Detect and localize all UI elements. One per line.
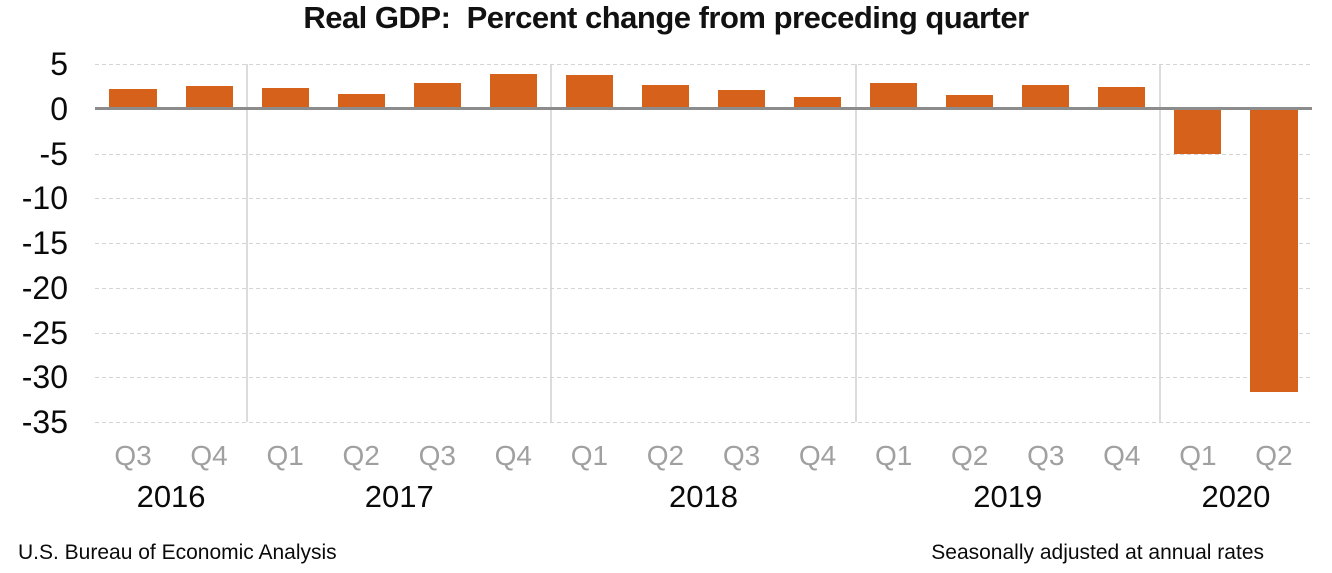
- quarter-tick-label-1: Q4: [190, 440, 228, 471]
- gridline--15: [95, 243, 1312, 244]
- quarter-tick-label-3: Q2: [342, 440, 380, 471]
- bar-7: [641, 84, 690, 109]
- y-tick-label-0: 0: [50, 90, 68, 127]
- zero-axis-line: [95, 107, 1312, 111]
- bar-0: [109, 89, 157, 109]
- bar-10: [870, 82, 918, 109]
- year-label-2020: 2020: [1201, 479, 1271, 514]
- y-tick-label-5: 5: [50, 46, 68, 82]
- note-label: Seasonally adjusted at annual rates: [931, 541, 1264, 564]
- quarter-tick-label-4: Q3: [418, 440, 456, 471]
- bar-2: [261, 88, 309, 109]
- bar-14: [1174, 108, 1222, 154]
- y-tick-label--25: -25: [21, 314, 68, 351]
- bar-1: [185, 86, 233, 109]
- quarter-tick-label-12: Q3: [1027, 440, 1065, 471]
- y-axis: 5 0 -5 -10 -15 -20 -25 -30 -35: [0, 46, 68, 440]
- y-tick-label--15: -15: [21, 225, 68, 261]
- year-label-2019: 2019: [973, 479, 1043, 514]
- quarter-tick-label-14: Q1: [1179, 440, 1217, 471]
- y-tick-label--30: -30: [21, 359, 68, 396]
- bar-12: [1022, 85, 1070, 109]
- quarter-tick-label-0: Q3: [114, 440, 152, 471]
- y-tick-label--10: -10: [21, 180, 68, 217]
- quarter-tick-label-13: Q4: [1103, 440, 1141, 471]
- bar-3: [337, 93, 385, 109]
- y-tick-label--35: -35: [21, 404, 68, 440]
- x-axis-year-labels: 2016 2017 2018 2019 2020: [95, 479, 1312, 515]
- gridline--5: [95, 153, 1312, 155]
- quarter-tick-label-8: Q3: [722, 440, 761, 471]
- x-axis-quarter-labels: Q3 Q4 Q1 Q2 Q3 Q4 Q1 Q2 Q3 Q4 Q1 Q2 Q3 Q4 Q1 Q2: [95, 439, 1312, 473]
- year-label-2016: 2016: [136, 479, 206, 514]
- gridline--25: [95, 332, 1312, 334]
- source-label: U.S. Bureau of Economic Analysis: [18, 541, 337, 564]
- gridline--20: [95, 287, 1312, 289]
- y-tick-label--5: -5: [39, 135, 68, 172]
- plot-area: [95, 64, 1312, 423]
- year-label-2017: 2017: [364, 479, 434, 514]
- bar-8: [717, 89, 766, 109]
- bar-11: [946, 95, 994, 109]
- bar-13: [1098, 87, 1146, 109]
- gridline-5: [95, 64, 1312, 65]
- bar-15: [1250, 108, 1298, 393]
- bar-5: [489, 73, 537, 109]
- bar-9: [794, 97, 842, 109]
- gridline--10: [95, 198, 1312, 200]
- bar-4: [413, 82, 461, 109]
- quarter-tick-label-5: Q4: [494, 440, 533, 471]
- gridline--30: [95, 377, 1312, 379]
- bar-6: [565, 74, 613, 109]
- quarter-tick-label-2: Q1: [266, 440, 304, 471]
- quarter-tick-label-9: Q4: [798, 440, 837, 471]
- quarter-tick-label-6: Q1: [570, 440, 609, 471]
- chart-footer: U.S. Bureau of Economic Analysis Seasona…: [0, 539, 1332, 565]
- quarter-tick-label-15: Q2: [1255, 440, 1293, 471]
- gridline--35: [95, 422, 1312, 423]
- quarter-tick-label-7: Q2: [646, 440, 685, 471]
- quarter-tick-label-10: Q1: [874, 440, 913, 471]
- year-label-2018: 2018: [669, 479, 738, 514]
- quarter-tick-label-11: Q2: [951, 440, 989, 471]
- y-tick-label--20: -20: [21, 269, 68, 306]
- chart-title: Real GDP: Percent change from preceding …: [303, 0, 1029, 35]
